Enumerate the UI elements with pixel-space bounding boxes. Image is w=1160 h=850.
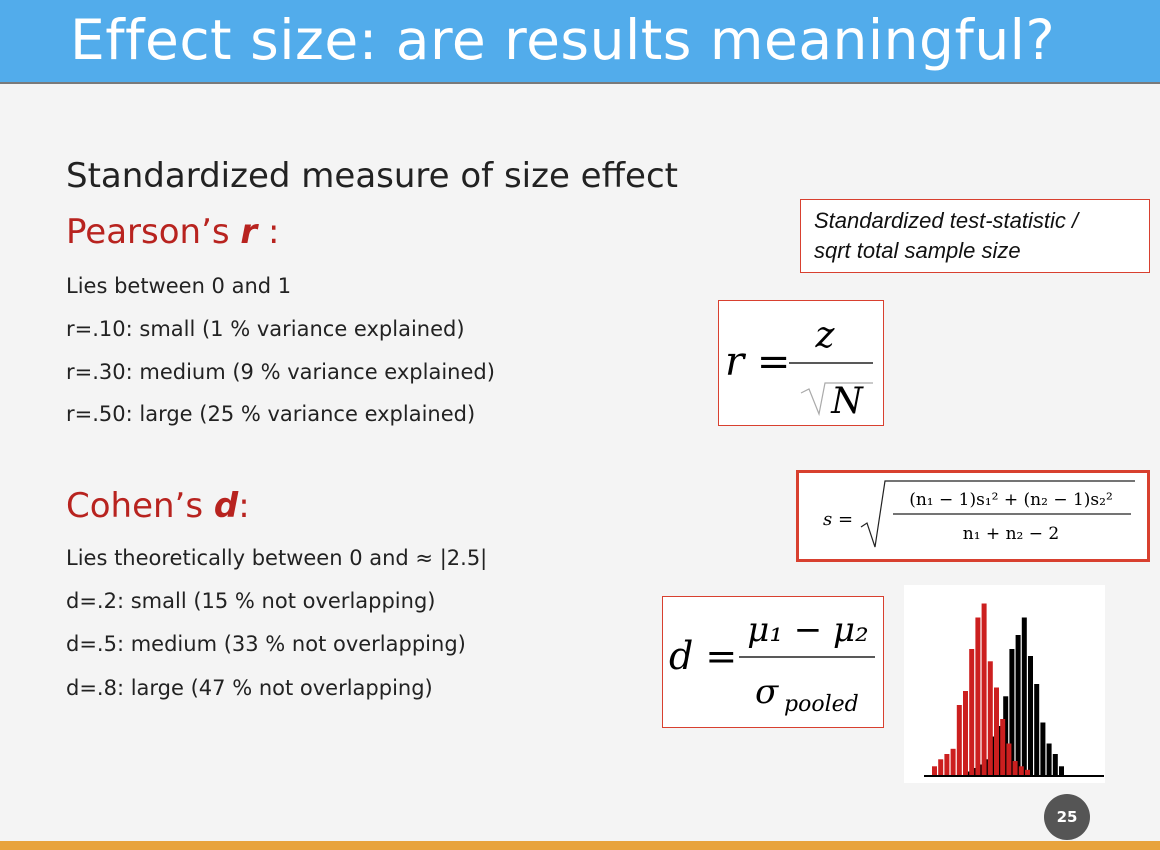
histogram-bar-group2: [966, 771, 971, 775]
histogram-bar-group2: [984, 759, 990, 776]
histogram-bar-group2: [1028, 656, 1033, 775]
formula-d-subscript: pooled: [784, 692, 859, 717]
title-bar: Effect size: are results meaningful?: [0, 0, 1160, 84]
footer-bar: [0, 841, 1160, 850]
histogram-bar-group2: [1009, 649, 1015, 775]
cohen-line: d=.5: medium (33 % not overlapping): [66, 632, 466, 656]
cohen-line: d=.8: large (47 % not overlapping): [66, 676, 433, 700]
histogram-bar-group1: [1000, 719, 1006, 775]
histogram-svg: [924, 603, 1104, 777]
formula-s-numerator: (n₁ − 1)s₁² + (n₂ − 1)s₂²: [909, 490, 1113, 510]
cohen-heading-symbol: d: [213, 486, 239, 526]
histogram-bar-group2: [990, 736, 996, 775]
note-line-1: Standardized test-statistic /: [814, 208, 1079, 233]
histogram-bar-group2: [1021, 617, 1027, 775]
cohen-line: Lies theoretically between 0 and ≈ |2.5|: [66, 546, 488, 570]
histogram-bar-group1: [1025, 769, 1030, 776]
histogram-bar-group2: [1034, 684, 1040, 775]
histogram-bar-group2: [978, 764, 984, 775]
definition-note: Standardized test-statistic / sqrt total…: [800, 199, 1150, 273]
pearson-heading-symbol: r: [240, 212, 258, 252]
pooled-sd-formula: s = (n₁ − 1)s₁² + (n₂ − 1)s₂² n₁ + n₂ − …: [796, 470, 1150, 562]
histogram-bar-group1: [944, 754, 950, 775]
slide-subtitle: Standardized measure of size effect: [66, 156, 678, 196]
cohen-formula: d = μ₁ − μ₂ σ pooled: [662, 596, 884, 728]
histogram-bar-group1: [956, 705, 962, 775]
histogram-bar-group1: [932, 766, 937, 776]
formula-r-numerator: z: [815, 315, 836, 356]
histogram-bar-group2: [972, 768, 978, 775]
sqrt-sign: [860, 480, 1135, 548]
formula-d-sigma: σ: [755, 672, 779, 712]
pearson-line: Lies between 0 and 1: [66, 274, 292, 298]
pearson-heading-prefix: Pearson’s: [66, 212, 241, 252]
formula-r-lhs: r =: [725, 339, 790, 385]
cohen-heading-prefix: Cohen’s: [66, 486, 214, 526]
histogram-bar-group1: [1018, 766, 1024, 776]
histogram-bar-group1: [981, 603, 987, 775]
overlap-histogram: [904, 585, 1105, 783]
histogram-bar-group1: [938, 759, 944, 776]
histogram-bar-group2: [1046, 743, 1052, 775]
cohen-line: d=.2: small (15 % not overlapping): [66, 589, 436, 613]
histogram-bar-group2: [1015, 635, 1021, 775]
cohen-formula-svg: d = μ₁ − μ₂ σ pooled: [669, 610, 875, 717]
pearson-line: r=.30: medium (9 % variance explained): [66, 360, 495, 384]
histogram-bar-group2: [1059, 766, 1064, 776]
pearson-heading: Pearson’s r :: [66, 212, 279, 252]
cohen-heading: Cohen’s d:: [66, 486, 250, 526]
pearson-heading-suffix: :: [257, 212, 280, 252]
note-line-2: sqrt total sample size: [814, 238, 1021, 263]
histogram-bar-group1: [994, 687, 999, 775]
formula-d-numerator: μ₁ − μ₂: [747, 610, 869, 650]
histogram-bar-group1: [969, 649, 975, 775]
formula-s-lhs: s =: [823, 509, 853, 530]
formula-d-lhs: d =: [669, 634, 737, 678]
pearson-line: r=.10: small (1 % variance explained): [66, 317, 465, 341]
histogram-bar-group2: [1040, 722, 1046, 775]
sqrt-sign: [800, 382, 873, 417]
formula-r-denominator: N: [830, 381, 864, 422]
histogram-bar-group1: [1006, 743, 1012, 775]
histogram-bar-group1: [1012, 761, 1018, 775]
pooled-sd-formula-svg: s = (n₁ − 1)s₁² + (n₂ − 1)s₂² n₁ + n₂ − …: [823, 480, 1135, 548]
histogram-bar-group2: [997, 726, 1002, 775]
histogram-bar-group1: [963, 691, 968, 775]
histogram-bar-group1: [950, 748, 956, 776]
formula-s-denominator: n₁ + n₂ − 2: [963, 524, 1059, 544]
pearson-line: r=.50: large (25 % variance explained): [66, 402, 476, 426]
histogram-bar-group1: [987, 661, 993, 776]
page-number-badge: 25: [1044, 794, 1090, 840]
slide-title: Effect size: are results meaningful?: [70, 8, 1056, 72]
histogram-bar-group1: [975, 617, 981, 775]
pearson-formula: r = z N: [718, 300, 884, 426]
histogram-bar-group2: [1003, 696, 1009, 776]
cohen-heading-suffix: :: [238, 486, 250, 526]
histogram-bar-group2: [1052, 754, 1058, 775]
pearson-formula-svg: r = z N: [725, 315, 873, 422]
